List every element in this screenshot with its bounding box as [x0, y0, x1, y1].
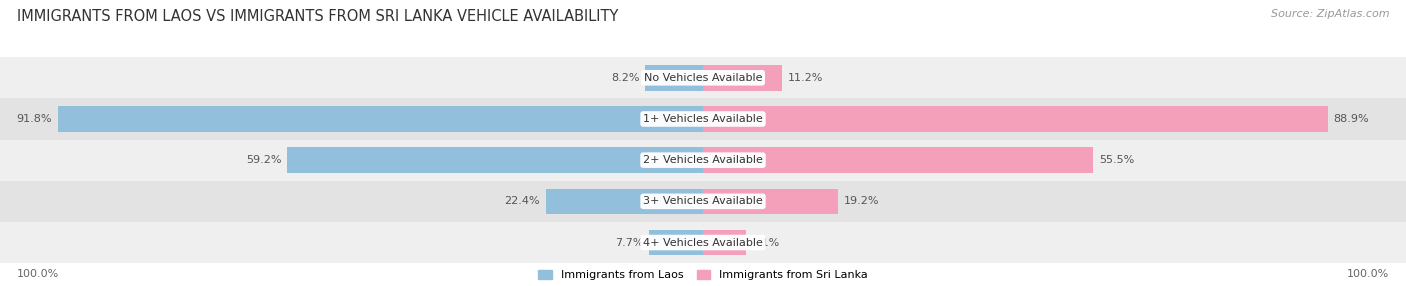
- Text: IMMIGRANTS FROM LAOS VS IMMIGRANTS FROM SRI LANKA VEHICLE AVAILABILITY: IMMIGRANTS FROM LAOS VS IMMIGRANTS FROM …: [17, 9, 619, 23]
- Text: 2+ Vehicles Available: 2+ Vehicles Available: [643, 155, 763, 165]
- Text: 4+ Vehicles Available: 4+ Vehicles Available: [643, 238, 763, 247]
- Bar: [703, 147, 1094, 173]
- Bar: [0, 57, 1406, 98]
- Text: 8.2%: 8.2%: [612, 73, 640, 83]
- Bar: [703, 106, 1329, 132]
- Bar: [650, 230, 703, 255]
- Bar: [287, 147, 703, 173]
- Text: 22.4%: 22.4%: [505, 196, 540, 206]
- Text: 11.2%: 11.2%: [787, 73, 823, 83]
- Text: 19.2%: 19.2%: [844, 196, 879, 206]
- Text: 59.2%: 59.2%: [246, 155, 281, 165]
- Bar: [703, 188, 838, 214]
- Bar: [0, 181, 1406, 222]
- Bar: [703, 65, 782, 91]
- Text: 91.8%: 91.8%: [17, 114, 52, 124]
- Text: No Vehicles Available: No Vehicles Available: [644, 73, 762, 83]
- Bar: [0, 140, 1406, 181]
- Text: 1+ Vehicles Available: 1+ Vehicles Available: [643, 114, 763, 124]
- Bar: [645, 65, 703, 91]
- Text: 3+ Vehicles Available: 3+ Vehicles Available: [643, 196, 763, 206]
- Bar: [703, 230, 747, 255]
- Bar: [546, 188, 703, 214]
- Text: 7.7%: 7.7%: [614, 238, 644, 247]
- Text: 100.0%: 100.0%: [17, 269, 59, 279]
- Bar: [0, 98, 1406, 140]
- Text: Source: ZipAtlas.com: Source: ZipAtlas.com: [1271, 9, 1389, 19]
- Bar: [0, 222, 1406, 263]
- Legend: Immigrants from Laos, Immigrants from Sri Lanka: Immigrants from Laos, Immigrants from Sr…: [538, 270, 868, 281]
- Text: 100.0%: 100.0%: [1347, 269, 1389, 279]
- Text: 6.1%: 6.1%: [751, 238, 780, 247]
- Bar: [58, 106, 703, 132]
- Text: 88.9%: 88.9%: [1333, 114, 1369, 124]
- Text: 55.5%: 55.5%: [1099, 155, 1135, 165]
